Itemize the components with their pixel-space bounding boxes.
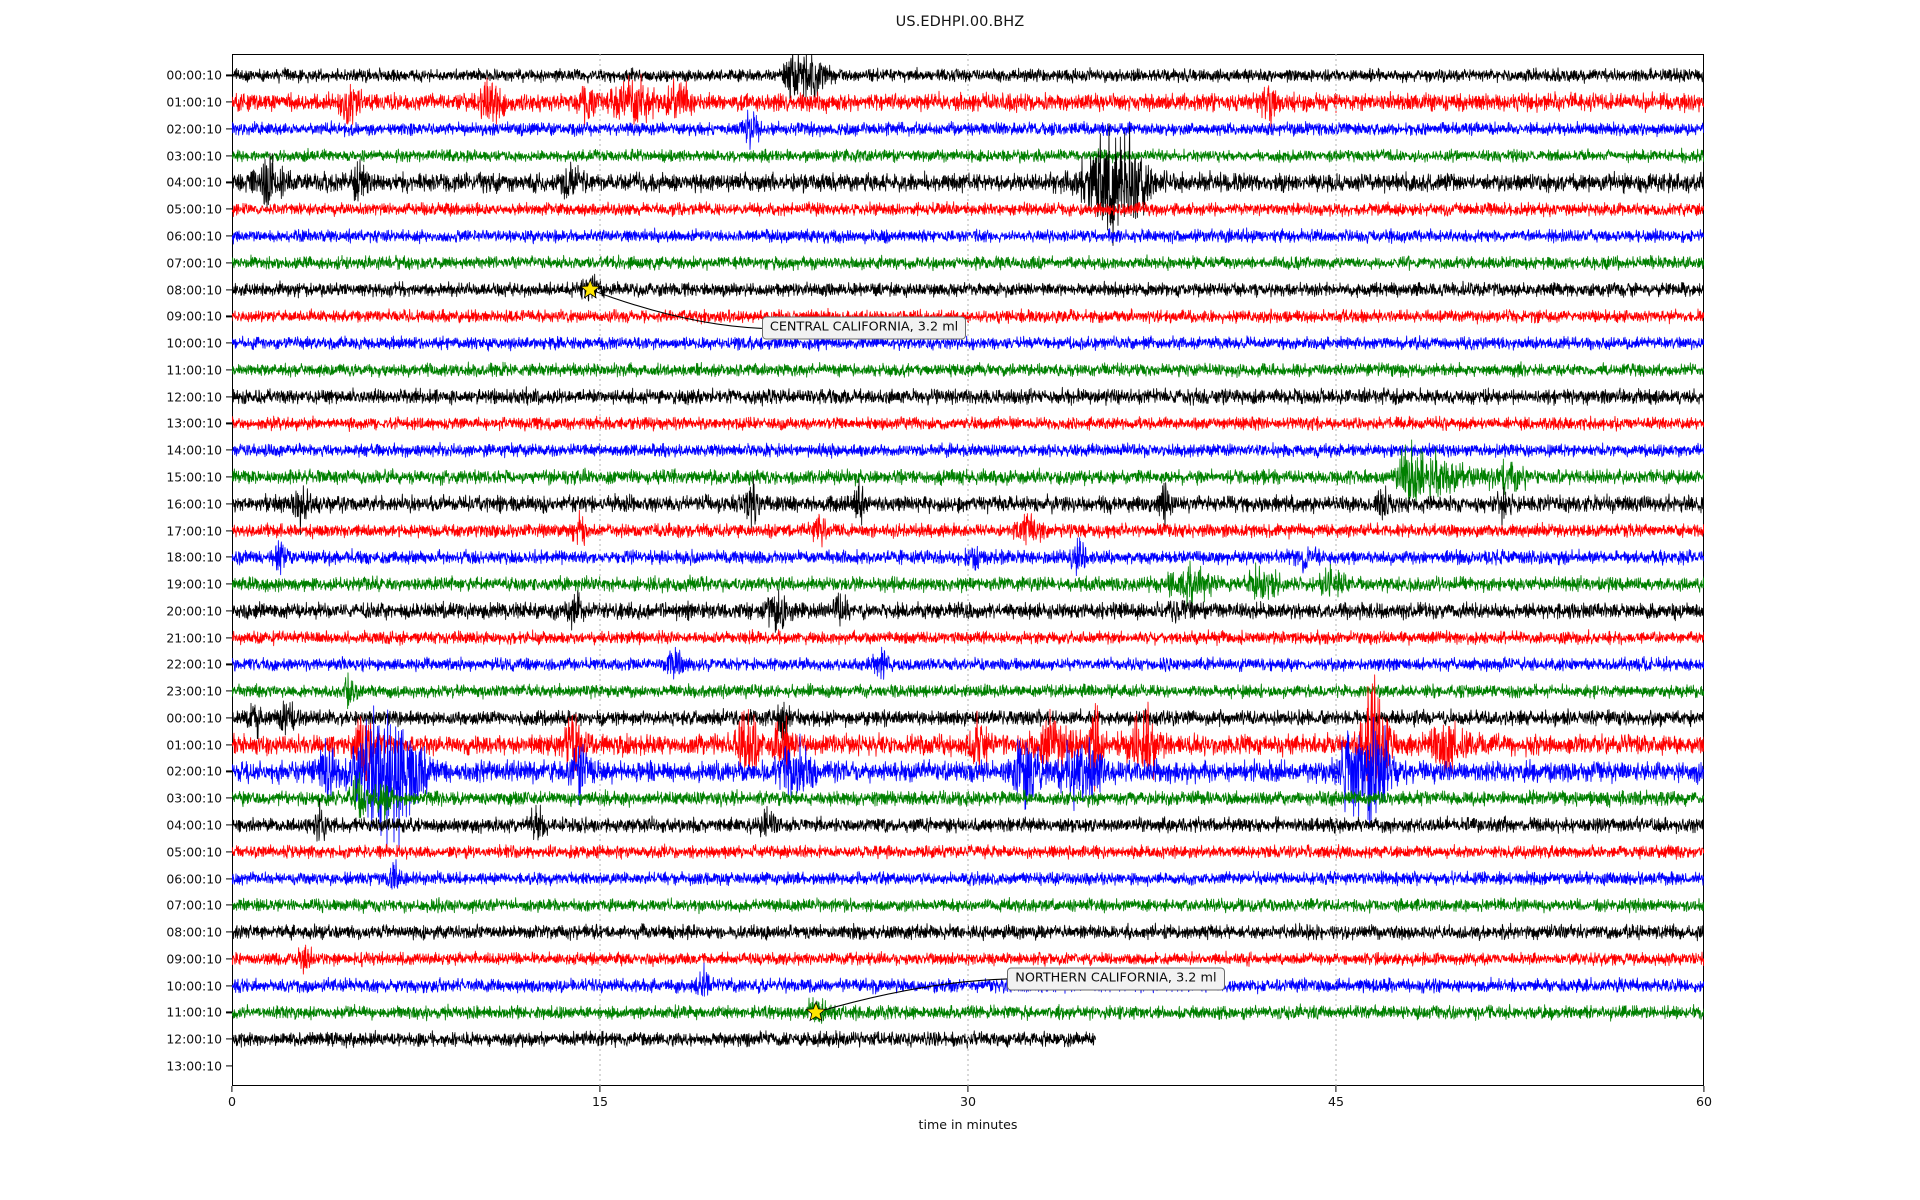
y-axis-tick: [226, 449, 232, 451]
x-axis-label: 15: [591, 1094, 609, 1109]
x-axis-label: 0: [227, 1094, 237, 1109]
y-axis-tick: [226, 503, 232, 505]
y-axis-tick: [226, 1065, 232, 1067]
y-axis-label: 05:00:10: [166, 201, 222, 217]
y-axis-tick: [226, 422, 232, 425]
y-axis-tick: [226, 101, 232, 103]
y-axis-label: 08:00:10: [166, 282, 222, 298]
y-axis-label: 23:00:10: [166, 683, 222, 699]
y-axis-tick: [226, 637, 232, 639]
y-axis-tick: [226, 877, 232, 880]
y-axis-label: 10:00:10: [166, 335, 222, 351]
y-axis-tick: [226, 74, 232, 76]
y-axis-label: 06:00:10: [166, 871, 222, 887]
y-axis-tick: [226, 717, 232, 719]
y-axis-label: 10:00:10: [166, 978, 222, 994]
y-axis-label: 11:00:10: [166, 1004, 222, 1020]
x-axis-tick: [599, 1086, 601, 1092]
x-axis-title: time in minutes: [918, 1117, 1018, 1132]
y-axis-labels: 00:00:10 01:00:10 02:00:10 03:00:10 04:00:10…: [140, 54, 222, 1086]
y-axis-label: 08:00:10: [166, 924, 222, 940]
y-axis-label: 21:00:10: [166, 630, 222, 646]
y-axis-label: 13:00:10: [166, 1058, 222, 1074]
y-axis-tick: [226, 985, 232, 987]
y-axis-tick: [226, 396, 232, 398]
x-axis-label: 60: [1695, 1094, 1713, 1109]
y-axis-label: 14:00:10: [166, 442, 222, 458]
y-axis-label: 19:00:10: [166, 576, 222, 592]
y-axis-label: 12:00:10: [166, 1031, 222, 1047]
y-axis-label: 04:00:10: [166, 817, 222, 833]
y-axis-label: 22:00:10: [166, 656, 222, 672]
y-axis-label: 01:00:10: [166, 737, 222, 753]
y-axis-tick: [226, 556, 232, 558]
y-axis-label: 02:00:10: [166, 121, 222, 137]
y-axis-label: 06:00:10: [166, 228, 222, 244]
y-axis-label: 16:00:10: [166, 496, 222, 512]
y-axis-label: 17:00:10: [166, 523, 222, 538]
x-axis-label: 30: [959, 1094, 977, 1109]
y-axis-tick: [226, 288, 232, 291]
y-axis-tick: [226, 583, 232, 585]
y-axis-label: 15:00:10: [166, 469, 222, 485]
y-axis-label: 13:00:10: [166, 415, 222, 431]
x-axis-labels: 0 15 30 45 60: [228, 1094, 1712, 1114]
y-axis-label: 18:00:10: [166, 549, 222, 565]
page-title: US.EDHPI.00.BHZ: [895, 14, 1025, 30]
y-axis-label: 11:00:10: [166, 362, 222, 378]
y-axis-tick: [226, 155, 232, 157]
y-axis-tick: [226, 904, 232, 906]
x-axis-tick: [967, 1086, 969, 1092]
plot-area: [232, 54, 1704, 1086]
y-axis-tick: [226, 315, 232, 317]
y-axis-label: 09:00:10: [166, 308, 222, 324]
y-axis-label: 03:00:10: [166, 148, 222, 164]
y-axis-ticks: [226, 54, 232, 1086]
y-axis-tick: [226, 369, 232, 371]
y-axis-label: 20:00:10: [166, 603, 222, 619]
y-axis-label: 04:00:10: [166, 174, 222, 190]
y-axis-tick: [226, 208, 232, 210]
x-axis-tick: [1335, 1086, 1337, 1092]
y-axis-tick: [226, 262, 232, 264]
y-axis-tick: [226, 342, 232, 344]
y-axis-tick: [226, 744, 232, 746]
x-axis-ticks: [231, 1086, 1705, 1092]
y-axis-tick: [226, 824, 232, 826]
y-axis-label: 12:00:10: [166, 389, 222, 405]
y-axis-label: 00:00:10: [166, 710, 222, 726]
y-axis-label: 02:00:10: [166, 763, 222, 779]
y-axis-tick: [226, 1011, 232, 1013]
y-axis-label: 07:00:10: [166, 255, 222, 271]
y-axis-label: 09:00:10: [166, 951, 222, 967]
y-axis-tick: [226, 1038, 232, 1040]
event-annotation-central-california[interactable]: CENTRAL CALIFORNIA, 3.2 ml: [761, 316, 967, 340]
y-axis-label: 07:00:10: [166, 897, 222, 913]
seismogram-traces: [232, 54, 1704, 1086]
y-axis-tick: [226, 128, 232, 130]
y-axis-tick: [226, 663, 232, 665]
y-axis-tick: [226, 931, 232, 933]
x-axis-tick: [231, 1086, 233, 1092]
y-axis-tick: [226, 797, 232, 799]
x-axis-tick: [1703, 1086, 1705, 1092]
y-axis-tick: [226, 770, 232, 773]
event-annotation-northern-california[interactable]: NORTHERN CALIFORNIA, 3.2 ml: [1007, 967, 1225, 991]
y-axis-tick: [226, 529, 232, 532]
y-axis-tick: [226, 181, 232, 184]
y-axis-label: 01:00:10: [166, 94, 222, 110]
y-axis-label: 05:00:10: [166, 844, 222, 860]
y-axis-tick: [226, 476, 232, 478]
y-axis-tick: [226, 958, 232, 960]
y-axis-tick: [226, 690, 232, 692]
y-axis-tick: [226, 235, 232, 237]
y-axis-tick: [226, 851, 232, 853]
x-axis-label: 45: [1327, 1094, 1345, 1109]
y-axis-tick: [226, 610, 232, 612]
y-axis-label: 03:00:10: [166, 790, 222, 806]
y-axis-label: 00:00:10: [166, 67, 222, 83]
